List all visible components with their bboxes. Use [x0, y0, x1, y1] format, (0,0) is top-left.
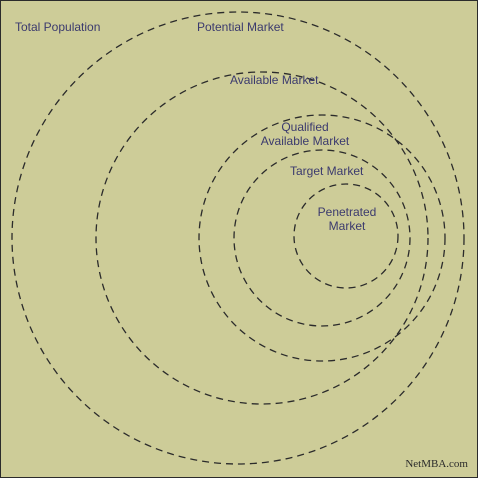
ring-available-market: [95, 71, 429, 405]
label-penetrated-market: Penetrated Market: [312, 205, 382, 233]
label-penetrated-line1: Penetrated: [317, 205, 377, 219]
label-qualified-line2: Available Market: [260, 134, 350, 148]
ring-potential-market: [11, 11, 465, 465]
label-target-market: Target Market: [290, 164, 364, 178]
label-qualified-available-market: Qualified Available Market: [255, 120, 355, 148]
credit-netmba: NetMBA.com: [405, 458, 468, 470]
ring-target-market: [233, 149, 411, 327]
label-qualified-line1: Qualified: [281, 120, 329, 134]
label-available-market: Available Market: [230, 73, 319, 87]
label-potential-market: Potential Market: [197, 20, 284, 34]
ring-penetrated-market: [293, 183, 399, 289]
label-penetrated-line2: Market: [328, 219, 366, 233]
ring-qualified-available-market: [198, 114, 446, 362]
label-total-population: Total Population: [15, 20, 101, 34]
